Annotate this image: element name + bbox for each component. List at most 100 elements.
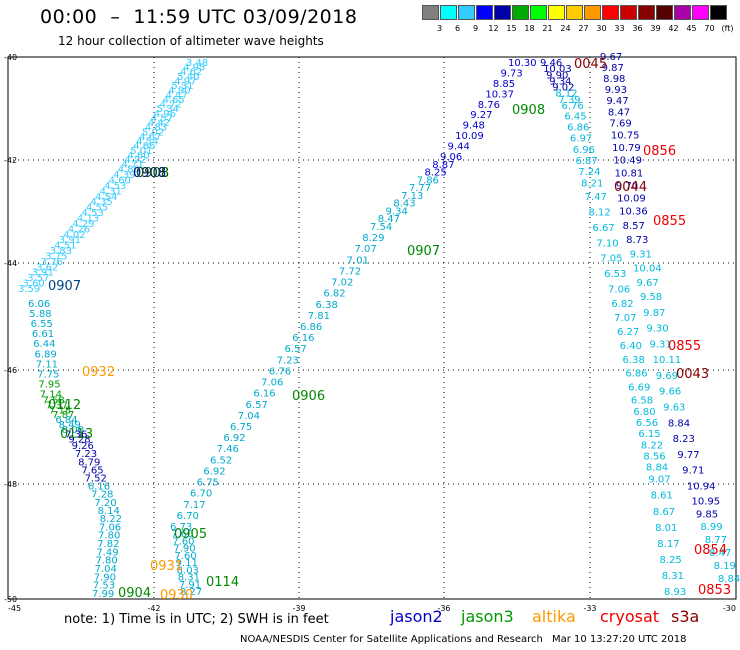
satellite-name: cryosat [600,607,660,626]
track-value-mid: 8.56 [643,452,665,463]
pass-time-label: 0908 [512,103,545,118]
track-value-right: 7.69 [609,118,631,129]
scale-label: 12 [488,24,499,33]
track-value-right: 8.23 [673,434,695,445]
track-value-right: 10.36 [619,207,648,218]
track-value-nw: 5.02 [142,127,164,138]
track-value-diag: 6.70 [190,489,212,500]
satellite-name: altika [532,607,576,626]
scale-label: 42 [668,24,679,33]
track-value-diag: 8.87 [432,160,454,171]
track-value-diag: 6.92 [203,466,225,477]
longitude-label: -45 [8,604,21,613]
scale-label: 9 [472,24,479,33]
track-value-diag: 6.16 [253,389,275,400]
longitude-label: -36 [437,604,450,613]
track-value-diag: 8.76 [478,100,500,111]
track-value-nw: 4.60 [109,176,131,187]
track-value-sw: 7.75 [37,369,59,380]
track-value-mid: 7.07 [614,313,636,324]
track-value-diag: 10.09 [455,131,484,142]
track-value-diag: 8.31 [178,573,200,584]
track-value-right: 8.98 [603,74,625,85]
track-value-mid: 9.07 [648,475,670,486]
track-value-diag: 7.46 [217,444,239,455]
axis-labels: -45 -42 -39 -36 -33 -30 -40 -42 -44 -46 -48 -50 [4,53,736,613]
scale-swatch [548,5,565,20]
track-value-sw: 7.87 [52,410,74,421]
track-value-sw: 6.06 [28,299,50,310]
longitude-label: -42 [147,604,160,613]
track-value-diag: 6.92 [223,433,245,444]
track-value-diag: 6.75 [230,422,252,433]
track-value-nw: 5.34 [157,104,179,115]
track-value-sw: 9.26 [72,441,94,452]
track-value-nw: 4.47 [165,90,187,101]
track-value-nw: 4.02 [63,230,85,241]
track-value-nw: 4.71 [121,160,143,171]
track-value-sw: 7.23 [75,449,97,460]
scale-swatch [638,5,655,20]
track-value-diag: 8.29 [362,233,384,244]
satellite-name: s3a [671,607,700,626]
track-value-nw: 4.51 [54,241,76,252]
track-value-diag: 6.57 [284,344,306,355]
track-value-nw: 4.72 [160,100,182,111]
track-value-right: 10.09 [617,194,646,205]
scale-swatch [602,5,619,20]
track-value-mid: 6.45 [564,111,586,122]
track-value-sw: 6.55 [31,319,53,330]
track-value-mid: 6.53 [604,269,626,280]
track-value-nw: 4.90 [168,86,190,97]
track-value-mid: 6.58 [631,396,653,407]
track-value-right: 8.19 [714,561,736,572]
track-value-diag: 9.48 [463,121,485,132]
track-value-right: 10.11 [653,355,682,366]
track-value-sw: 6.89 [34,349,56,360]
track-value-mid: 8.17 [657,539,679,550]
track-value-sw: 7.58 [42,396,64,407]
track-value-diag: 7.91 [179,580,201,591]
track-value-diag: 7.23 [277,355,299,366]
track-value-right: 8.77 [705,535,727,546]
pass-time-label: 0855 [668,339,701,354]
track-value-mid: 9.34 [549,76,571,87]
scale-swatch [692,5,709,20]
track-value-diag: 6.57 [246,400,268,411]
track-value-nw: 3.60 [23,279,45,290]
track-value-mid: 8.01 [655,523,677,534]
track-value-nw: 4.31 [100,186,122,197]
pass-time-label: 0043 [676,367,709,382]
track-value-mid: 9.46 [540,58,562,69]
track-value-nw: 4.26 [68,224,90,235]
track-value-nw: 3.76 [41,257,63,268]
track-value-nw: 4.53 [104,181,126,192]
scale-swatch [620,5,637,20]
track-value-sw: 7.90 [94,572,116,583]
track-value-sw: 7.80 [95,556,117,567]
footer-note: note: 1) Time is in UTC; 2) SWH is in fe… [64,612,329,627]
track-value-mid: 7.39 [558,95,580,106]
track-value-nw: 4.60 [127,150,149,161]
track-value-diag: 7.90 [173,544,195,555]
track-value-diag: 6.75 [197,478,219,489]
scale-swatch [494,5,511,20]
scale-swatch [674,5,691,20]
track-value-right: 9.70 [616,181,638,192]
track-value-mid: 8.12 [589,208,611,219]
track-value-diag: 9.06 [440,152,462,163]
scale-swatch [584,5,601,20]
track-value-nw: 4.35 [91,197,113,208]
track-value-sw: 7.37 [46,401,68,412]
track-value-diag: 7.02 [331,278,353,289]
track-value-mid: 6.82 [611,299,633,310]
latitude-label: -50 [4,595,17,604]
pass-time-label: 0908 [136,166,169,181]
scale-swatch [476,5,493,20]
track-value-mid: 8.12 [555,89,577,100]
track-value-sw: 7.52 [85,473,107,484]
track-value-diag: 7.81 [308,311,330,322]
track-value-diag: 6.52 [210,455,232,466]
track-value-right: 9.87 [643,308,665,319]
track-value-mid: 7.05 [600,254,622,265]
